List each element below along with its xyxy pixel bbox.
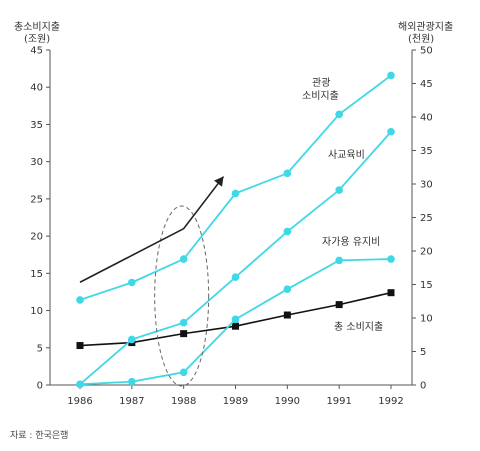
trend-arrow-line bbox=[79, 176, 225, 283]
annotation-total-consumption: 총 소비지출 bbox=[334, 321, 383, 333]
data-point bbox=[335, 256, 343, 265]
data-point bbox=[335, 301, 343, 309]
data-point bbox=[232, 322, 239, 330]
data-point bbox=[179, 255, 188, 263]
trend-arrow-head bbox=[214, 176, 224, 187]
x-axis: 1986 1987 1988 1989 1990 1991 1992 bbox=[67, 385, 404, 407]
right-tick-label: 5 bbox=[420, 347, 426, 358]
data-point bbox=[128, 278, 136, 287]
data-point bbox=[179, 368, 188, 377]
left-tick-label: 40 bbox=[30, 83, 43, 94]
left-tick-label: 35 bbox=[30, 120, 43, 131]
left-tick-label: 25 bbox=[30, 194, 43, 205]
right-tick-label: 45 bbox=[420, 79, 433, 90]
right-tick-label: 25 bbox=[420, 213, 433, 224]
series-layer bbox=[76, 71, 395, 389]
right-axis-title-line2: (천원) bbox=[408, 33, 434, 45]
data-point bbox=[76, 380, 84, 389]
data-point bbox=[76, 342, 84, 350]
x-tick-label: 1986 bbox=[67, 396, 92, 407]
data-point bbox=[387, 71, 395, 80]
data-point bbox=[387, 255, 395, 263]
left-axis-title-line2: (조원) bbox=[24, 33, 50, 45]
x-tick-label: 1988 bbox=[171, 396, 196, 407]
left-tick-label: 20 bbox=[30, 232, 43, 243]
series-line bbox=[79, 74, 392, 301]
left-tick-label: 30 bbox=[30, 157, 43, 168]
data-point bbox=[283, 227, 292, 236]
annotation-layer bbox=[79, 176, 225, 387]
x-tick-label: 1990 bbox=[275, 396, 300, 407]
right-tick-label: 0 bbox=[420, 381, 426, 392]
data-point bbox=[283, 311, 291, 319]
left-tick-label: 10 bbox=[30, 306, 43, 317]
left-axis: 0 5 10 15 20 25 30 35 40 45 bbox=[30, 46, 50, 392]
right-tick-label: 10 bbox=[420, 314, 433, 325]
annotation-private-education: 사교육비 bbox=[328, 149, 365, 161]
right-tick-label: 50 bbox=[420, 46, 433, 57]
data-point bbox=[128, 377, 136, 386]
data-point bbox=[76, 296, 84, 304]
left-tick-label: 15 bbox=[30, 269, 43, 280]
data-point bbox=[128, 335, 136, 344]
left-tick-label: 5 bbox=[37, 343, 43, 354]
right-axis-title-line1: 해외관광지출 bbox=[398, 20, 453, 33]
annotation-tourism-line1: 관광 bbox=[312, 77, 330, 89]
right-tick-label: 35 bbox=[420, 146, 433, 157]
series-3 bbox=[76, 71, 395, 304]
data-point bbox=[387, 289, 395, 297]
left-axis-title-line1: 총소비지출 bbox=[14, 21, 60, 33]
annotation-tourism-line2: 소비지출 bbox=[302, 90, 339, 102]
data-point bbox=[387, 127, 395, 136]
annotation-car-maintenance: 자가용 유지비 bbox=[322, 236, 380, 248]
x-tick-label: 1991 bbox=[326, 396, 351, 407]
right-axis: 0 5 10 15 20 25 30 35 40 45 50 bbox=[412, 46, 433, 392]
x-tick-label: 1992 bbox=[378, 396, 403, 407]
series-2 bbox=[76, 127, 395, 389]
left-tick-label: 45 bbox=[30, 46, 43, 57]
x-tick-label: 1987 bbox=[119, 396, 144, 407]
data-point bbox=[283, 169, 292, 178]
data-point bbox=[283, 285, 292, 293]
source-note: 자료 : 한국은행 bbox=[10, 431, 69, 441]
right-tick-label: 30 bbox=[420, 180, 433, 191]
right-tick-label: 40 bbox=[420, 113, 433, 124]
x-tick-label: 1989 bbox=[223, 396, 248, 407]
data-point bbox=[335, 186, 343, 194]
data-point bbox=[179, 318, 188, 327]
right-tick-label: 15 bbox=[420, 280, 433, 291]
series-1 bbox=[76, 255, 395, 389]
data-point bbox=[231, 189, 240, 198]
data-point bbox=[231, 273, 240, 281]
right-tick-label: 20 bbox=[420, 247, 433, 258]
data-point bbox=[231, 315, 240, 324]
data-point bbox=[180, 330, 188, 338]
highlight-ellipse bbox=[154, 205, 210, 387]
left-tick-label: 0 bbox=[37, 381, 43, 392]
data-point bbox=[335, 110, 343, 119]
